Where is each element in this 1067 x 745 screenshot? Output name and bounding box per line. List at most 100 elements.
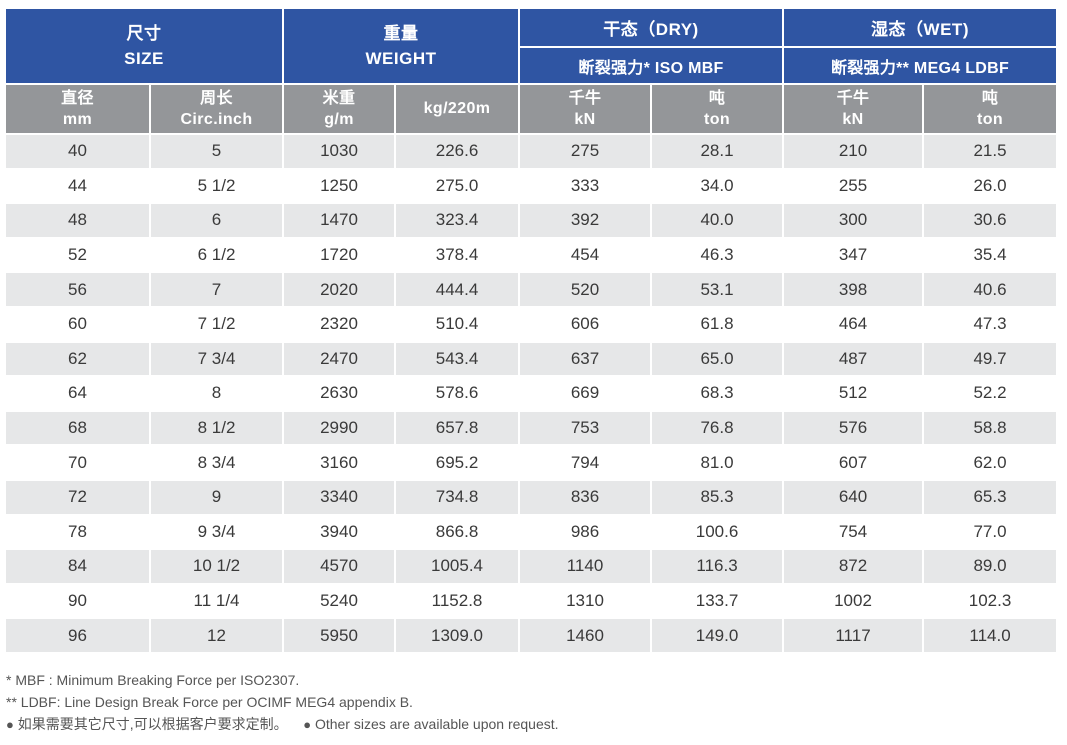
table-cell: 48: [6, 204, 151, 239]
note-mbf: * MBF : Minimum Breaking Force per ISO23…: [6, 672, 300, 688]
unit-header-zh: 直径: [61, 90, 94, 107]
table-body: 40 5 1030 226.6 275 28.1 210 21.5 44 5 1/2 1250 275…: [6, 135, 1057, 654]
table-cell: 8 3/4: [151, 446, 285, 481]
table-cell: 753: [520, 411, 653, 447]
header-weight-zh: 重量: [383, 24, 419, 43]
table-cell: 60: [6, 307, 151, 343]
table-row: 84 10 1/2 4570 1005.4 1140 116.3 872 89.0: [6, 550, 1057, 585]
table-row: 78 9 3/4 3940 866.8 986 100.6 754 77.0: [6, 515, 1057, 551]
unit-header-en: ton: [703, 111, 731, 128]
table-cell: 2630: [284, 377, 397, 412]
table-cell: 62.0: [924, 446, 1057, 481]
table-cell: 695.2: [396, 446, 521, 481]
table-cell: 65.3: [924, 480, 1057, 516]
table-cell: 3160: [284, 446, 397, 481]
table-cell: 52: [6, 238, 151, 274]
table-cell: 607: [784, 446, 925, 481]
header-wet-sub: 断裂强力** MEG4 LDBF: [784, 48, 1057, 85]
table-cell: 3940: [284, 515, 397, 551]
table-cell: 6 1/2: [151, 238, 285, 274]
table-cell: 836: [520, 480, 653, 516]
header-dry: 干态（DRY): [520, 9, 785, 49]
table-cell: 754: [784, 515, 925, 551]
table-cell: 40.0: [652, 204, 785, 239]
unit-header-cell: 吨 ton: [652, 85, 785, 135]
table-cell: 89.0: [924, 550, 1057, 585]
unit-header-cell: 千牛 kN: [520, 85, 653, 135]
table-cell: 543.4: [396, 342, 521, 378]
table-cell: 46.3: [652, 238, 785, 274]
rope-spec-table: 尺寸 SIZE 重量 WEIGHT 干态（DRY) 湿态（WET) 断裂强力* …: [6, 9, 1057, 654]
unit-header-en: g/m: [324, 111, 354, 128]
table-cell: 78: [6, 515, 151, 551]
unit-header-zh: 米重: [322, 90, 356, 107]
table-cell: 5240: [284, 584, 397, 620]
table-cell: 34.0: [652, 169, 785, 205]
table-cell: 64: [6, 377, 151, 412]
table-cell: 7 1/2: [151, 307, 285, 343]
table-row: 70 8 3/4 3160 695.2 794 81.0 607 62.0: [6, 446, 1057, 481]
table-cell: 47.3: [924, 307, 1057, 343]
table-cell: 58.8: [924, 411, 1057, 447]
table-cell: 578.6: [396, 377, 521, 412]
table-cell: 53.1: [652, 273, 785, 308]
table-cell: 323.4: [396, 204, 521, 239]
unit-header-row: 直径 mm 周长 Circ.inch 米重 g/m kg/220m 千牛 kN 吨 ton 千牛 kN 吨…: [6, 85, 1057, 135]
table-cell: 90: [6, 584, 151, 620]
table-row: 44 5 1/2 1250 275.0 333 34.0 255 26.0: [6, 169, 1057, 205]
table-row: 60 7 1/2 2320 510.4 606 61.8 464 47.3: [6, 307, 1057, 343]
unit-header-cell: 吨 ton: [924, 85, 1057, 135]
table-row: 40 5 1030 226.6 275 28.1 210 21.5: [6, 135, 1057, 170]
table-cell: 11 1/4: [151, 584, 285, 620]
table-cell: 872: [784, 550, 925, 585]
table-cell: 576: [784, 411, 925, 447]
unit-header-cell: 周长 Circ.inch: [151, 85, 285, 135]
unit-header-en: Circ.inch: [180, 111, 253, 128]
header-weight: 重量 WEIGHT: [284, 9, 521, 85]
table-cell: 2470: [284, 342, 397, 378]
table-cell: 275: [520, 135, 653, 170]
table-cell: 657.8: [396, 411, 521, 447]
table-row: 96 12 5950 1309.0 1460 149.0 1117 114.0: [6, 619, 1057, 654]
note-custom-zh: 如果需要其它尺寸,可以根据客户要求定制。: [17, 716, 288, 732]
table-cell: 5: [151, 135, 285, 170]
table-cell: 65.0: [652, 342, 785, 378]
unit-header-en: ton: [976, 111, 1004, 128]
header-size-en: SIZE: [124, 49, 164, 68]
unit-header-zh: 吨: [708, 90, 726, 107]
table-cell: 1152.8: [396, 584, 521, 620]
table-cell: 392: [520, 204, 653, 239]
table-cell: 640: [784, 480, 925, 516]
table-cell: 464: [784, 307, 925, 343]
table-cell: 96: [6, 619, 151, 654]
footnotes: * MBF : Minimum Breaking Force per ISO23…: [6, 669, 559, 736]
table-cell: 454: [520, 238, 653, 274]
table-cell: 794: [520, 446, 653, 481]
unit-header-cell: 直径 mm: [6, 85, 151, 135]
table-cell: 62: [6, 342, 151, 378]
table-cell: 637: [520, 342, 653, 378]
table-cell: 8 1/2: [151, 411, 285, 447]
table-cell: 5950: [284, 619, 397, 654]
table-cell: 669: [520, 377, 653, 412]
unit-header-en: kN: [842, 111, 864, 128]
table-cell: 2990: [284, 411, 397, 447]
table-cell: 1310: [520, 584, 653, 620]
table-cell: 2320: [284, 307, 397, 343]
table-cell: 77.0: [924, 515, 1057, 551]
unit-header-zh: 千牛: [568, 90, 602, 107]
table-cell: 7: [151, 273, 285, 308]
table-row: 48 6 1470 323.4 392 40.0 300 30.6: [6, 204, 1057, 239]
header-wet: 湿态（WET): [784, 9, 1057, 49]
table-cell: 1005.4: [396, 550, 521, 585]
table-cell: 84: [6, 550, 151, 585]
table-cell: 1002: [784, 584, 925, 620]
header-size: 尺寸 SIZE: [6, 9, 285, 85]
table-cell: 72: [6, 480, 151, 516]
table-cell: 1140: [520, 550, 653, 585]
unit-header-zh: 吨: [981, 90, 999, 107]
table-cell: 7 3/4: [151, 342, 285, 378]
bullet-icon: ●: [6, 717, 14, 732]
table-cell: 226.6: [396, 135, 521, 170]
table-cell: 210: [784, 135, 925, 170]
